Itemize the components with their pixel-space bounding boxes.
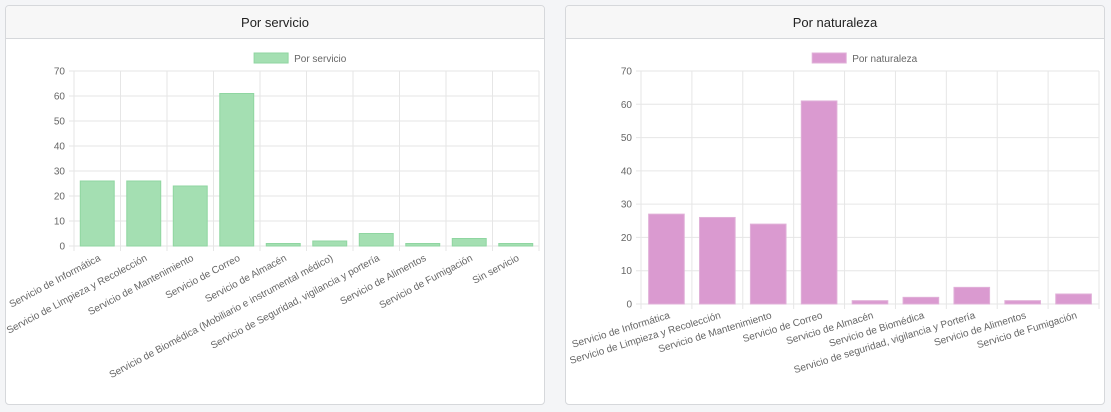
- bar: [405, 243, 441, 247]
- y-tick-label: 60: [54, 92, 66, 103]
- bar: [312, 240, 348, 247]
- bar: [451, 238, 487, 247]
- bar: [1004, 300, 1041, 305]
- bar: [1055, 293, 1092, 305]
- bar: [851, 300, 889, 305]
- legend-swatch: [811, 52, 847, 64]
- y-tick-label: 30: [621, 200, 633, 211]
- y-tick-label: 0: [59, 242, 65, 253]
- bar: [648, 213, 685, 305]
- card-por-naturaleza: Por naturaleza Por naturaleza 0 10 20 30 40 50…: [565, 5, 1105, 405]
- bar: [902, 296, 940, 305]
- y-tick-label: 20: [54, 192, 66, 203]
- bar: [498, 243, 534, 247]
- bar: [699, 216, 736, 305]
- bar: [126, 180, 162, 247]
- y-tick-label: 20: [621, 233, 633, 244]
- card-title: Por naturaleza: [566, 6, 1104, 39]
- bar: [953, 286, 991, 305]
- bar: [265, 243, 301, 247]
- x-tick-label: Servicio de Seguridad, vigilancia y port…: [209, 253, 382, 352]
- bar: [358, 233, 394, 247]
- bar: [79, 180, 115, 247]
- bar: [749, 223, 787, 305]
- y-tick-label: 70: [621, 67, 633, 78]
- bar: [219, 93, 255, 247]
- y-tick-label: 70: [54, 67, 66, 78]
- legend-label: Por naturaleza: [852, 54, 917, 65]
- y-tick-label: 0: [626, 300, 632, 311]
- y-tick-label: 30: [54, 167, 66, 178]
- y-tick-label: 10: [621, 266, 633, 277]
- x-tick-label: Sin servicio: [471, 253, 522, 287]
- card-por-servicio: Por servicio Por servicio 0 10 20 30 40 50 60 70…: [5, 5, 545, 405]
- y-tick-label: 40: [54, 142, 66, 153]
- y-tick-label: 50: [54, 117, 66, 128]
- y-tick-label: 40: [621, 166, 633, 177]
- y-tick-label: 10: [54, 217, 66, 228]
- legend-label: Por servicio: [294, 54, 347, 65]
- bar: [800, 100, 838, 305]
- legend-swatch: [253, 52, 289, 64]
- bar: [172, 185, 208, 247]
- card-title: Por servicio: [6, 6, 544, 39]
- y-tick-label: 50: [621, 133, 633, 144]
- y-tick-label: 60: [621, 100, 633, 111]
